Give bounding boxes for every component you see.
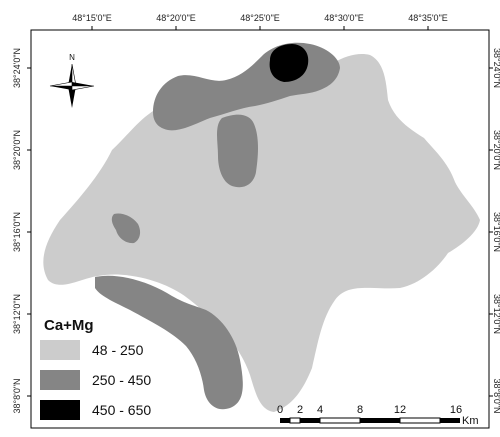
scale-bar-segments (280, 417, 460, 424)
legend-swatch-low (40, 340, 80, 360)
latitude-label: 38°24'0"N (492, 48, 500, 88)
legend-label: 450 - 650 (92, 402, 151, 418)
legend-label: 250 - 450 (92, 372, 151, 388)
region-mid-lobe (217, 114, 258, 188)
map-regions (43, 42, 481, 413)
latitude-label: 38°16'0"N (12, 212, 22, 252)
scale-tick-label: 12 (394, 404, 406, 416)
latitude-labels-left: 38°24'0"N 38°20'0"N 38°16'0"N 38°12'0"N … (12, 48, 22, 414)
legend-title: Ca+Mg (44, 317, 94, 334)
region-high (269, 44, 309, 82)
region-low-main (43, 54, 481, 413)
legend-swatch-mid (40, 370, 80, 390)
scale-tick-label: 8 (357, 404, 363, 416)
longitude-label: 48°15'0"E (72, 13, 112, 23)
scale-tick-label: 0 (277, 404, 283, 416)
longitude-label: 48°35'0"E (408, 13, 448, 23)
longitude-label: 48°20'0"E (156, 13, 196, 23)
scale-tick-label: 4 (317, 404, 323, 416)
longitude-label: 48°25'0"E (240, 13, 280, 23)
latitude-label: 38°20'0"N (12, 130, 22, 170)
longitude-labels: 48°15'0"E 48°20'0"E 48°25'0"E 48°30'0"E … (72, 13, 448, 23)
north-label: N (69, 53, 75, 62)
latitude-labels-right: 38°24'0"N 38°20'0"N 38°16'0"N 38°12'0"N … (492, 48, 500, 414)
legend: Ca+Mg 48 - 250 250 - 450 450 - 650 (40, 317, 151, 420)
scale-unit: Km (462, 415, 479, 427)
scale-bar: 0 2 4 8 12 16 Km (277, 404, 479, 427)
north-arrow-icon: N (49, 53, 95, 108)
latitude-label: 38°24'0"N (12, 48, 22, 88)
latitude-label: 38°8'0"N (12, 378, 22, 413)
latitude-label: 38°20'0"N (492, 130, 500, 170)
longitude-label: 48°30'0"E (324, 13, 364, 23)
region-mid-south (95, 275, 243, 410)
scale-tick-label: 2 (297, 404, 303, 416)
latitude-label: 38°12'0"N (492, 294, 500, 334)
latitude-label: 38°8'0"N (492, 378, 500, 413)
latitude-label: 38°12'0"N (12, 294, 22, 334)
graticule-ticks (27, 26, 493, 397)
legend-label: 48 - 250 (92, 342, 144, 358)
scale-tick-label: 16 (450, 404, 462, 416)
latitude-label: 38°16'0"N (492, 212, 500, 252)
region-mid-west (111, 213, 141, 244)
legend-swatch-high (40, 400, 80, 420)
